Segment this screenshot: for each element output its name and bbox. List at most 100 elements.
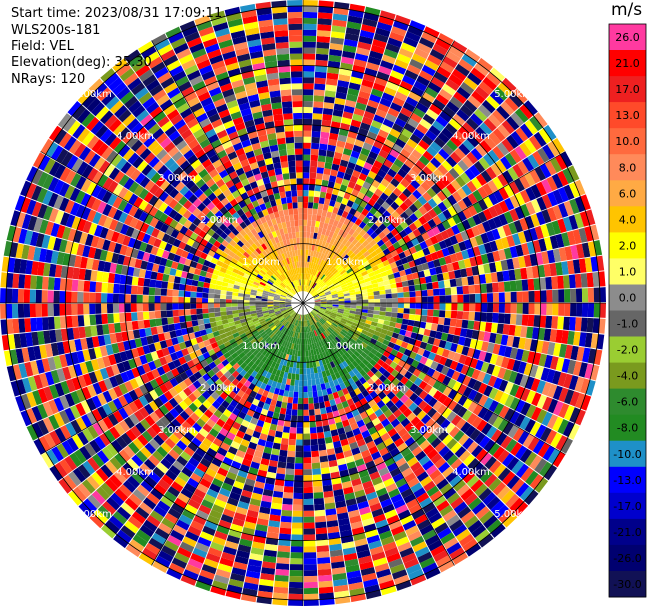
- velocity-gate: [207, 515, 220, 525]
- velocity-gate: [92, 453, 105, 468]
- velocity-gate: [463, 303, 470, 312]
- velocity-gate: [335, 146, 344, 154]
- velocity-gate: [500, 334, 509, 346]
- velocity-gate: [515, 244, 524, 257]
- velocity-gate: [411, 431, 423, 442]
- velocity-gate: [238, 444, 248, 453]
- velocity-gate: [215, 316, 222, 322]
- velocity-gate: [154, 408, 165, 419]
- velocity-gate: [441, 407, 452, 419]
- velocity-gate: [326, 295, 332, 298]
- velocity-gate: [346, 268, 353, 274]
- velocity-gate: [228, 250, 236, 258]
- velocity-gate: [114, 488, 129, 502]
- velocity-gate: [287, 396, 294, 404]
- velocity-gate: [243, 452, 254, 462]
- velocity-gate: [102, 501, 117, 515]
- velocity-gate: [82, 349, 91, 362]
- velocity-gate: [383, 48, 398, 59]
- velocity-gate: [170, 229, 180, 239]
- velocity-gate: [529, 253, 538, 266]
- velocity-gate: [313, 232, 318, 239]
- velocity-gate: [433, 354, 442, 363]
- velocity-gate: [153, 434, 165, 446]
- velocity-gate: [125, 226, 135, 237]
- velocity-gate: [330, 555, 344, 563]
- velocity-gate: [213, 252, 221, 260]
- velocity-gate: [315, 420, 323, 427]
- velocity-gate: [305, 326, 308, 333]
- velocity-gate: [454, 446, 467, 458]
- velocity-gate: [77, 303, 84, 315]
- velocity-gate: [303, 392, 308, 399]
- velocity-gate: [213, 346, 221, 354]
- velocity-gate: [454, 130, 467, 143]
- velocity-gate: [365, 345, 373, 352]
- velocity-gate: [266, 471, 276, 479]
- velocity-gate: [183, 396, 193, 407]
- velocity-gate: [179, 277, 187, 285]
- velocity-gate: [216, 525, 230, 535]
- velocity-gate: [504, 313, 511, 325]
- velocity-gate: [63, 136, 77, 151]
- velocity-gate: [295, 368, 300, 375]
- velocity-gate: [103, 261, 112, 273]
- velocity-gate: [163, 490, 177, 503]
- velocity-gate: [47, 303, 54, 317]
- velocity-gate: [392, 298, 399, 303]
- velocity-gate: [226, 471, 237, 481]
- velocity-gate: [450, 343, 458, 353]
- velocity-gate: [153, 341, 162, 351]
- velocity-gate: [227, 382, 236, 391]
- velocity-gate: [411, 53, 427, 65]
- velocity-gate: [483, 439, 496, 452]
- velocity-gate: [487, 412, 499, 426]
- velocity-gate: [374, 299, 381, 303]
- velocity-gate: [78, 146, 91, 161]
- velocity-gate: [158, 212, 169, 223]
- velocity-gate: [56, 368, 66, 382]
- velocity-gate: [203, 452, 214, 463]
- velocity-gate: [285, 300, 292, 302]
- velocity-gate: [257, 360, 265, 368]
- velocity-gate: [557, 218, 567, 233]
- velocity-gate: [209, 283, 216, 290]
- velocity-gate: [322, 479, 332, 487]
- velocity-gate: [245, 317, 253, 322]
- velocity-gate: [129, 217, 139, 229]
- velocity-gate: [298, 338, 302, 345]
- velocity-gate: [574, 376, 585, 393]
- velocity-gate: [11, 303, 19, 319]
- velocity-gate: [113, 352, 123, 364]
- velocity-gate: [461, 277, 469, 286]
- velocity-gate: [367, 309, 374, 314]
- velocity-gate: [270, 354, 276, 362]
- velocity-gate: [223, 476, 235, 486]
- velocity-gate: [230, 440, 241, 450]
- velocity-gate: [584, 257, 593, 273]
- velocity-gate: [318, 580, 333, 588]
- velocity-gate: [438, 240, 447, 250]
- velocity-gate: [248, 558, 263, 568]
- velocity-gate: [374, 562, 390, 573]
- velocity-gate: [125, 312, 132, 322]
- velocity-gate: [385, 113, 397, 123]
- velocity-gate: [319, 449, 328, 457]
- velocity-gate: [77, 483, 92, 498]
- velocity-gate: [159, 383, 169, 394]
- velocity-gate: [314, 316, 319, 322]
- velocity-gate: [555, 233, 565, 248]
- velocity-gate: [169, 330, 177, 339]
- velocity-gate: [408, 503, 422, 515]
- velocity-gate: [85, 360, 94, 373]
- velocity-gate: [344, 372, 352, 380]
- velocity-gate: [12, 273, 20, 289]
- velocity-gate: [383, 138, 395, 149]
- velocity-gate: [276, 467, 286, 475]
- velocity-gate: [322, 345, 328, 352]
- velocity-gate: [442, 509, 457, 522]
- velocity-gate: [379, 579, 395, 590]
- velocity-gate: [69, 187, 81, 202]
- velocity-gate: [143, 203, 154, 214]
- velocity-gate: [303, 0, 318, 7]
